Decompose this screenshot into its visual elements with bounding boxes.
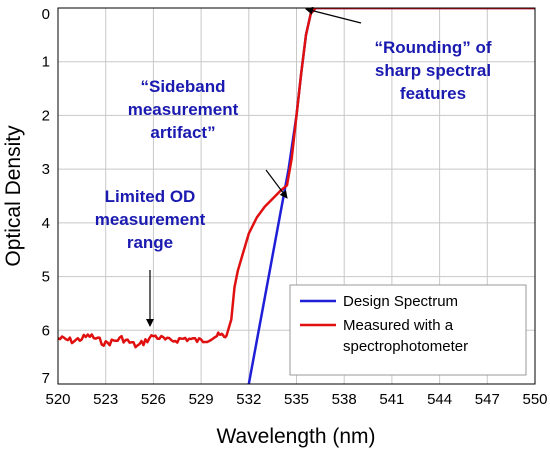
annotation: Limited OD measurement range [95,187,206,327]
annotation: “Sideband measurement artifact” [128,77,288,199]
annotation: “Rounding” of sharp spectral features [305,6,492,103]
series-layer [58,8,535,384]
legend: Design Spectrum Measured with a spectroph… [289,284,527,376]
y-tick-label: 6 [42,322,50,339]
y-tick-label: 0 [42,6,50,23]
annotations: “Sideband measurement artifact” “Rounding” … [95,6,492,327]
annotation-text: measurement [95,210,206,229]
x-tick-label: 550 [522,391,547,408]
x-tick-label: 538 [332,391,357,408]
annotation-text: sharp spectral [375,61,491,80]
annotation-text: “Sideband [140,77,225,96]
x-axis-label: Wavelength (nm) [216,425,375,448]
y-tick-label: 3 [42,161,50,178]
annotation-text: features [400,84,466,103]
annotation-arrow [265,169,288,199]
annotation-text: measurement [128,100,239,119]
x-tick-label: 526 [141,391,166,408]
annotation-text: “Rounding” of [374,38,491,57]
x-tick-label: 541 [379,391,404,408]
annotation-text: Limited OD [105,187,196,206]
x-tick-label: 547 [475,391,500,408]
y-tick-label: 7 [42,370,50,387]
y-tick-label: 1 [42,54,50,71]
annotation-arrow [305,6,362,24]
x-tick-label: 529 [189,391,214,408]
x-tick-label: 520 [45,391,70,408]
legend-label-measured: Measured with a spectrophotometer [343,317,468,355]
y-axis-label: Optical Density [2,125,25,267]
x-tick-label: 532 [236,391,261,408]
y-tick-label: 2 [42,107,50,124]
y-tick-labels: 0 1 2 3 4 5 6 7 [42,6,50,387]
x-tick-label: 544 [427,391,452,408]
legend-label-design: Design Spectrum [343,293,458,310]
plot-border [57,7,536,385]
x-tick-label: 535 [284,391,309,408]
annotation-text: artifact” [150,123,215,142]
x-tick-labels: 520 523 526 529 532 535 538 541 544 547 550 [45,391,547,408]
annotation-text: range [127,233,173,252]
series-line-measured [58,8,535,349]
x-tick-label: 523 [93,391,118,408]
y-tick-label: 5 [42,269,50,286]
y-tick-label: 4 [42,215,50,232]
